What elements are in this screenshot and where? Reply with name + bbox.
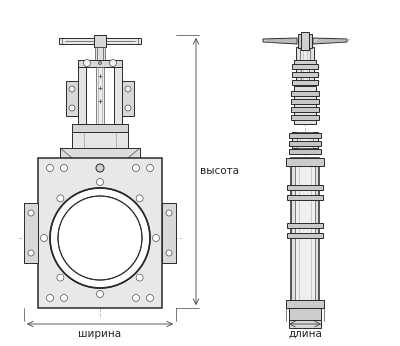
Bar (94, 35, 106, 47)
Circle shape (69, 86, 75, 92)
Bar (296, 47, 314, 67)
Text: длина: длина (288, 329, 322, 339)
Bar (292, 132, 318, 148)
Circle shape (46, 294, 54, 301)
Bar (95, 47, 105, 67)
Polygon shape (263, 38, 297, 44)
Bar (72, 132, 128, 148)
Bar (162, 203, 176, 263)
Bar (38, 158, 162, 308)
Circle shape (46, 164, 54, 172)
Circle shape (146, 164, 154, 172)
Text: высота: высота (200, 166, 239, 176)
Circle shape (84, 60, 90, 66)
Bar (72, 124, 128, 132)
Circle shape (125, 86, 131, 92)
Bar (78, 67, 86, 124)
Circle shape (40, 235, 48, 242)
Bar (286, 300, 324, 308)
Circle shape (166, 210, 172, 216)
Bar (291, 91, 319, 96)
Polygon shape (313, 38, 347, 44)
Circle shape (57, 274, 64, 281)
Bar (289, 149, 321, 154)
Bar (289, 141, 321, 146)
Bar (96, 67, 104, 124)
Circle shape (152, 235, 160, 242)
Bar (295, 158, 315, 308)
Bar (122, 81, 134, 116)
Circle shape (132, 294, 140, 301)
Bar (296, 67, 314, 86)
Bar (59, 38, 141, 44)
Bar (292, 72, 318, 77)
Bar (287, 195, 323, 200)
Circle shape (50, 188, 150, 288)
Bar (301, 32, 309, 50)
Bar (289, 308, 321, 320)
Circle shape (60, 294, 68, 301)
Circle shape (136, 195, 143, 202)
Bar (66, 81, 78, 116)
Circle shape (166, 250, 172, 256)
Bar (297, 132, 313, 148)
Bar (60, 148, 140, 158)
Bar (78, 60, 122, 67)
Bar (300, 47, 310, 67)
Circle shape (96, 164, 104, 172)
Bar (291, 99, 319, 104)
Circle shape (136, 274, 143, 281)
Bar (24, 203, 38, 263)
Circle shape (96, 179, 104, 185)
Bar (294, 60, 316, 67)
Bar (291, 115, 319, 120)
Bar (291, 107, 319, 112)
Bar (287, 185, 323, 190)
Circle shape (58, 196, 142, 280)
Circle shape (98, 62, 102, 64)
Bar (294, 86, 316, 124)
Bar (291, 158, 319, 308)
Circle shape (60, 164, 68, 172)
Bar (301, 67, 309, 86)
Bar (292, 80, 318, 85)
Circle shape (57, 195, 64, 202)
Circle shape (28, 250, 34, 256)
Bar (289, 133, 321, 138)
Circle shape (125, 105, 131, 111)
Bar (289, 320, 321, 328)
Bar (287, 223, 323, 228)
Bar (114, 67, 122, 124)
Circle shape (96, 291, 104, 298)
Bar (292, 64, 318, 69)
Circle shape (110, 60, 116, 66)
Bar (298, 34, 312, 48)
Text: ширина: ширина (78, 329, 122, 339)
Circle shape (28, 210, 34, 216)
Bar (287, 233, 323, 238)
Circle shape (69, 105, 75, 111)
Circle shape (132, 164, 140, 172)
Circle shape (146, 294, 154, 301)
Bar (286, 158, 324, 166)
